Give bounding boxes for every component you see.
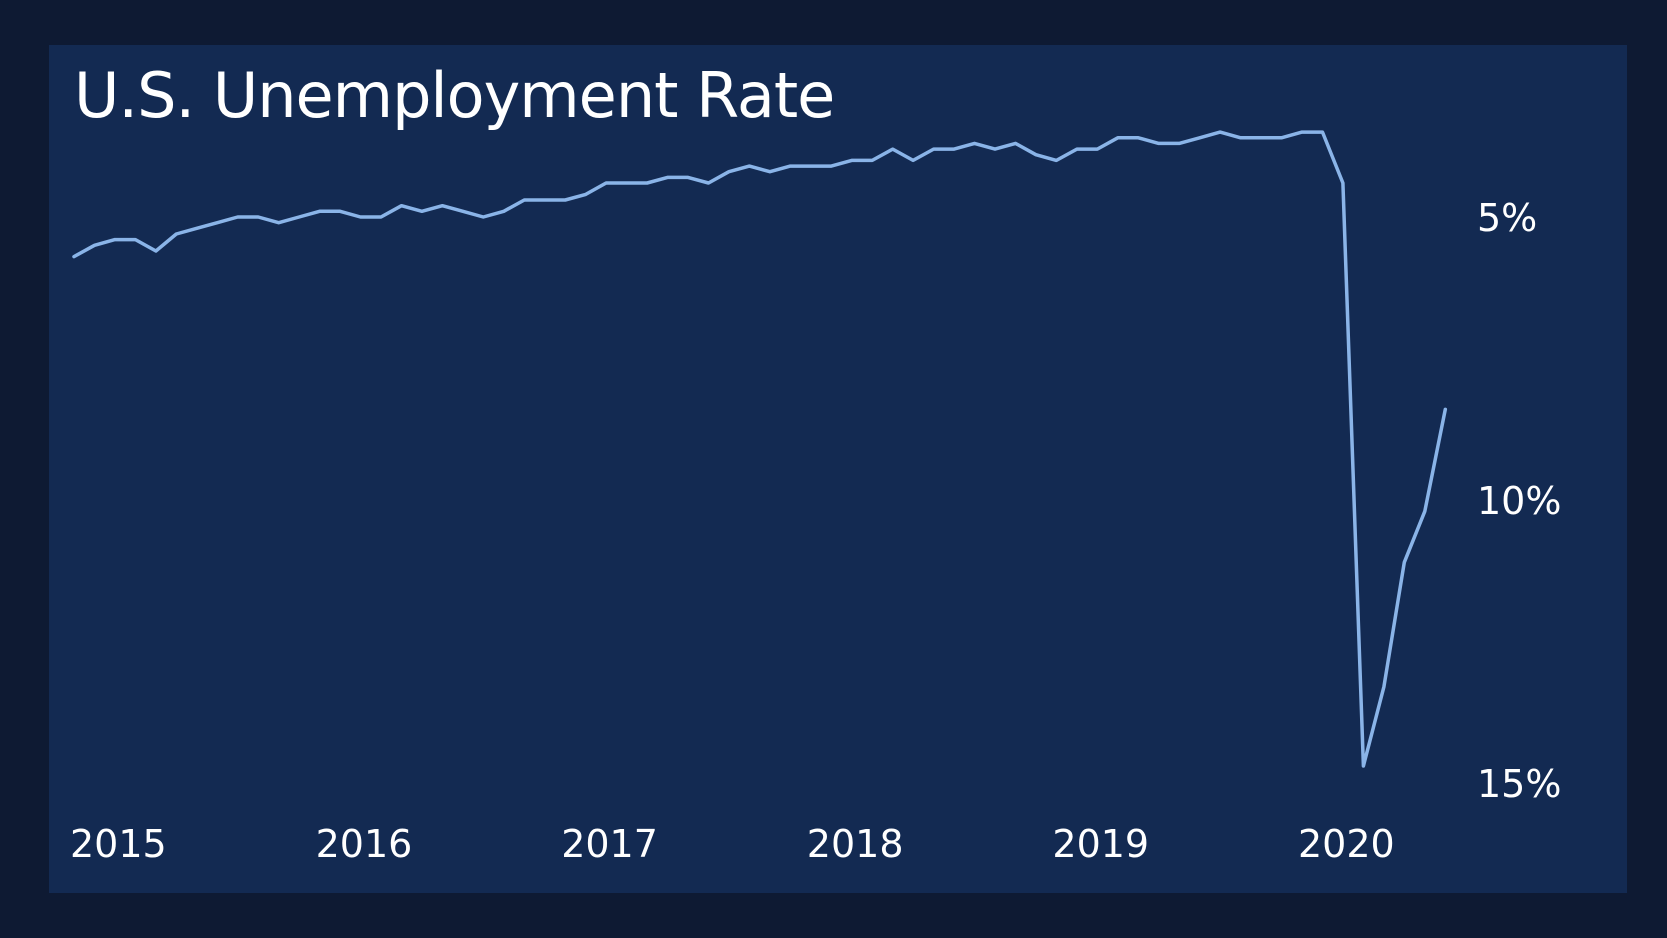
y-axis-ticks: 5% 10% 15% — [1477, 196, 1561, 806]
series-layer — [72, 130, 1448, 768]
x-tick-label: 2016 — [316, 822, 413, 866]
x-tick-label: 2020 — [1298, 822, 1395, 866]
y-tick-label: 5% — [1477, 196, 1537, 240]
unemployment-rate-line — [72, 130, 1448, 768]
x-axis-ticks: 2015 2016 2017 2018 2019 2020 — [70, 822, 1395, 866]
chart-panel: U.S. Unemployment Rate — [49, 45, 1627, 893]
x-tick-label: 2017 — [561, 822, 658, 866]
y-tick-label: 10% — [1477, 479, 1561, 523]
x-tick-label: 2019 — [1052, 822, 1149, 866]
y-tick-label: 15% — [1477, 762, 1561, 806]
x-tick-label: 2015 — [70, 822, 167, 866]
x-tick-label: 2018 — [807, 822, 904, 866]
chart-title: U.S. Unemployment Rate — [74, 59, 835, 132]
